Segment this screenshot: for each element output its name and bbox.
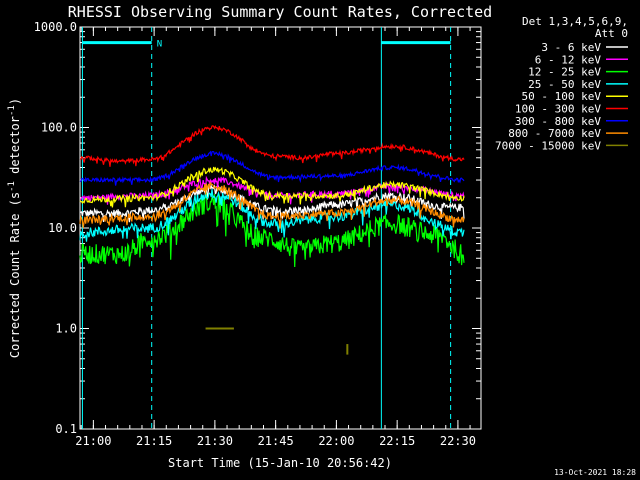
series-group [79, 125, 465, 355]
legend-label: 12 - 25 keV [528, 66, 601, 79]
attenuator-bar-label: N [157, 40, 162, 50]
y-tick-label: 100.0 [41, 121, 77, 135]
x-tick-label: 21:15 [136, 434, 172, 448]
y-tick-label: 1000.0 [34, 20, 77, 34]
legend-label: 300 - 800 keV [515, 115, 601, 128]
x-tick-label: 22:15 [379, 434, 415, 448]
legend-label: 800 - 7000 keV [508, 127, 601, 140]
legend-label: 50 - 100 keV [522, 90, 602, 103]
y-axis-label-sup2: -1 [7, 105, 17, 116]
y-axis-label-sup1: -1 [7, 181, 17, 192]
series-line [79, 192, 465, 268]
chart-title: RHESSI Observing Summary Count Rates, Co… [68, 3, 492, 21]
legend-header-line2: Att 0 [595, 27, 628, 40]
series-line [79, 181, 465, 229]
y-tick-label: 10.0 [48, 221, 77, 235]
y-axis-label-mid: detector [8, 116, 22, 181]
legend-label: 25 - 50 keV [528, 78, 601, 91]
legend-label: 100 - 300 keV [515, 103, 601, 116]
legend-header-line1: Det 1,3,4,5,6,9, [522, 15, 628, 28]
y-tick-label: 1.0 [55, 322, 77, 336]
y-tick-label: 0.1 [55, 422, 77, 436]
x-tick-label: 22:00 [318, 434, 354, 448]
legend-label: 6 - 12 keV [535, 53, 602, 66]
x-axis-label: Start Time (15-Jan-10 20:56:42) [168, 456, 392, 470]
y-axis-label: Corrected Count Rate (s-1 detector-1) [7, 98, 22, 358]
x-tick-label: 21:45 [258, 434, 294, 448]
legend-label: 7000 - 15000 keV [495, 139, 601, 152]
x-axis: 21:00 21:15 21:30 21:45 22:00 22:15 22:30 [75, 27, 476, 448]
series-line [79, 189, 465, 242]
y-axis-label-end: ) [8, 98, 22, 105]
x-tick-label: 21:30 [197, 434, 233, 448]
y-axis-label-base: Corrected Count Rate (s [8, 192, 22, 358]
y-axis: 0.1 1.0 10.0 100.0 1000.0 [34, 20, 481, 436]
legend-label: 3 - 6 keV [541, 41, 601, 54]
series-line [79, 175, 465, 205]
series-line [79, 150, 465, 186]
series-line [79, 184, 465, 223]
series-line [79, 166, 465, 208]
x-tick-label: 21:00 [75, 434, 111, 448]
series-line [79, 125, 465, 167]
x-tick-label: 22:30 [440, 434, 476, 448]
generation-timestamp: 13-Oct-2021 18:28 [554, 468, 636, 477]
